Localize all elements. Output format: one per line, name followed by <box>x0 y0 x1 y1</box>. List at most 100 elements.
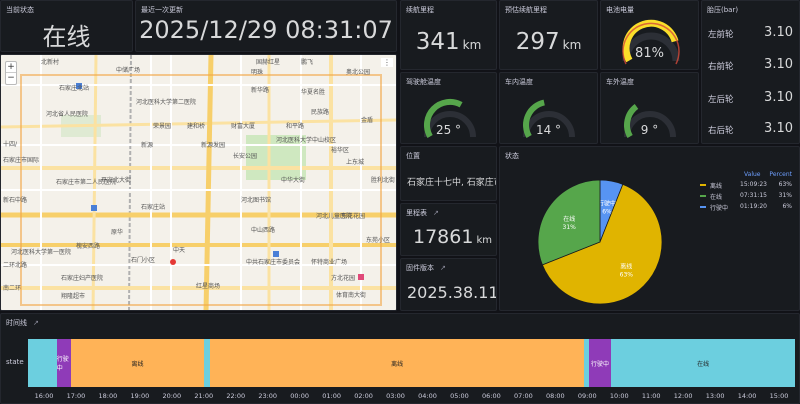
timeline-tick: 02:00 <box>354 392 373 400</box>
map-label: 中储广场 <box>116 67 141 74</box>
timeline-segment[interactable]: 行驶中 <box>56 339 72 387</box>
timeline-title: 时间线 <box>6 319 27 327</box>
road-ring <box>20 74 382 306</box>
timeline-segment[interactable]: 离线 <box>210 339 585 387</box>
timeline-segment[interactable]: 离线 <box>71 339 204 387</box>
timeline-segment[interactable] <box>203 339 211 387</box>
map-label: 二环北路 <box>3 262 28 269</box>
timeline-tick: 14:00 <box>737 392 757 400</box>
location-panel: 位置 石家庄十七中, 石家庄市 <box>400 146 497 201</box>
state-pie-title: 状态 <box>505 152 519 160</box>
timeline-tick: 17:00 <box>66 392 86 400</box>
external-link-icon[interactable]: ↗ <box>440 264 446 272</box>
odometer-value: 17861 <box>413 226 474 248</box>
firmware-title: 固件版本 <box>406 264 434 272</box>
map-panel[interactable]: 北新村 中储广场 国赫红星 鹏飞 奥北公园 石家庄北站 河北医科大学第二医院 新华路 民族路 华夏… <box>0 54 397 311</box>
range-panel: 续航里程 341 km <box>400 0 497 70</box>
map-canvas[interactable] <box>1 55 397 311</box>
map-label: 胜利北街 <box>371 177 396 184</box>
external-link-icon[interactable]: ↗ <box>433 209 439 217</box>
pie-slice-label: 6% <box>602 208 612 215</box>
firmware-panel: 固件版本 ↗ 2025.38.11 <box>400 258 497 311</box>
timeline-tick: 04:00 <box>418 392 437 400</box>
timeline-tick: 12:00 <box>673 392 693 400</box>
timeline-segment[interactable] <box>584 339 589 387</box>
odometer-title-wrap: 里程表 ↗ <box>406 208 439 218</box>
pie-slice-label: 行驶中 <box>598 199 616 207</box>
battery-gauge <box>622 19 680 65</box>
legend-value: 15:09:23 <box>740 181 767 188</box>
map-label: 新华路 <box>251 87 270 94</box>
legend-name: 在线 <box>710 194 723 201</box>
odometer-unit: km <box>476 235 492 246</box>
tire-row: 右前轮 3.10 <box>708 57 793 72</box>
timeline-tick: 11:00 <box>641 392 661 400</box>
zoom-in-button[interactable]: + <box>6 62 16 73</box>
driver-temp-title: 驾驶舱温度 <box>406 78 441 86</box>
map-label: 石家庄妇产医院 <box>61 275 104 282</box>
map-label: 长安公园 <box>233 153 258 160</box>
tire-value: 3.10 <box>764 90 793 105</box>
odometer-title: 里程表 <box>406 209 427 217</box>
map-label: 河北儿童医院 <box>316 213 353 220</box>
map-label: 财富大厦 <box>231 123 256 130</box>
est-range-title: 预估续航里程 <box>505 6 547 14</box>
driver-temp-panel: 驾驶舱温度 25 ° <box>400 72 497 144</box>
legend-header-percent: Percent <box>769 171 792 178</box>
location-title: 位置 <box>406 152 420 160</box>
legend-row[interactable]: 行驶中 01:19:20 6% <box>700 203 796 214</box>
map-poi-marker <box>76 83 82 89</box>
timeline-segment[interactable]: 在线 <box>611 339 795 387</box>
pie-slice[interactable] <box>541 183 663 305</box>
tire-panel: 胎压(bar) 左前轮 3.10 右前轮 3.10 左后轮 3.10 右后轮 3… <box>701 0 800 144</box>
legend-row[interactable]: 离线 15:09:23 63% <box>700 181 796 192</box>
driver-temp-fill <box>423 98 463 139</box>
timeline-tick: 08:00 <box>545 392 565 400</box>
outside-temp-panel: 车外温度 9 ° <box>600 72 699 144</box>
map-menu-icon[interactable]: ⋮ <box>381 58 393 67</box>
pie-legend: Value Percent 离线 15:09:23 63% 在线 07:31:1… <box>700 171 796 214</box>
legend-name: 行驶中 <box>710 205 729 212</box>
inside-temp-panel: 车内温度 14 ° <box>499 72 598 144</box>
tire-value: 3.10 <box>764 25 793 40</box>
road-major <box>203 55 214 310</box>
tire-value: 3.10 <box>764 121 793 136</box>
timeline-tick: 21:00 <box>194 392 214 400</box>
map-label: 南二环 <box>3 285 22 292</box>
road-major <box>91 55 98 310</box>
legend-row[interactable]: 在线 07:31:15 31% <box>700 192 796 203</box>
driver-temp-gauge <box>423 98 476 139</box>
map-label: 国赫红星 <box>256 59 281 66</box>
inside-temp-title: 车内温度 <box>505 78 533 86</box>
map-label: 河北图书馆 <box>241 197 272 204</box>
legend-swatch <box>700 195 706 197</box>
zoom-out-button[interactable]: − <box>7 73 15 83</box>
tire-value: 3.10 <box>764 57 793 72</box>
map-label: 十四/ <box>3 141 18 148</box>
timeline-tick: 00:00 <box>290 392 310 400</box>
odometer-value-wrap: 17861 km <box>413 226 492 248</box>
legend-header-value: Value <box>744 171 761 178</box>
legend-swatch <box>700 184 706 186</box>
map-label: 中山西路 <box>251 227 276 234</box>
pie-slice[interactable] <box>537 179 601 266</box>
tire-title: 胎压(bar) <box>707 6 739 14</box>
timeline-segment[interactable] <box>28 339 57 387</box>
map-label: 和平路 <box>286 123 305 130</box>
map-poi-marker <box>91 205 97 211</box>
external-link-icon[interactable]: ↗ <box>33 319 39 327</box>
outside-temp-value: 9 ° <box>640 123 659 137</box>
map-label: 石家庄北站 <box>59 85 90 92</box>
park-area <box>246 135 306 180</box>
map-label: 体育南大街 <box>336 292 367 299</box>
timeline-segment[interactable]: 行驶中 <box>588 339 612 387</box>
location-marker <box>170 259 176 265</box>
timeline-tick: 16:00 <box>34 392 54 400</box>
location-value: 石家庄十七中, 石家庄市 <box>407 178 497 188</box>
range-value-wrap: 341 km <box>401 29 496 55</box>
timeline-tick: 06:00 <box>482 392 501 400</box>
firmware-value: 2025.38.11 <box>407 283 497 302</box>
odometer-panel: 里程表 ↗ 17861 km <box>400 203 497 256</box>
inside-temp-fill <box>523 99 546 138</box>
